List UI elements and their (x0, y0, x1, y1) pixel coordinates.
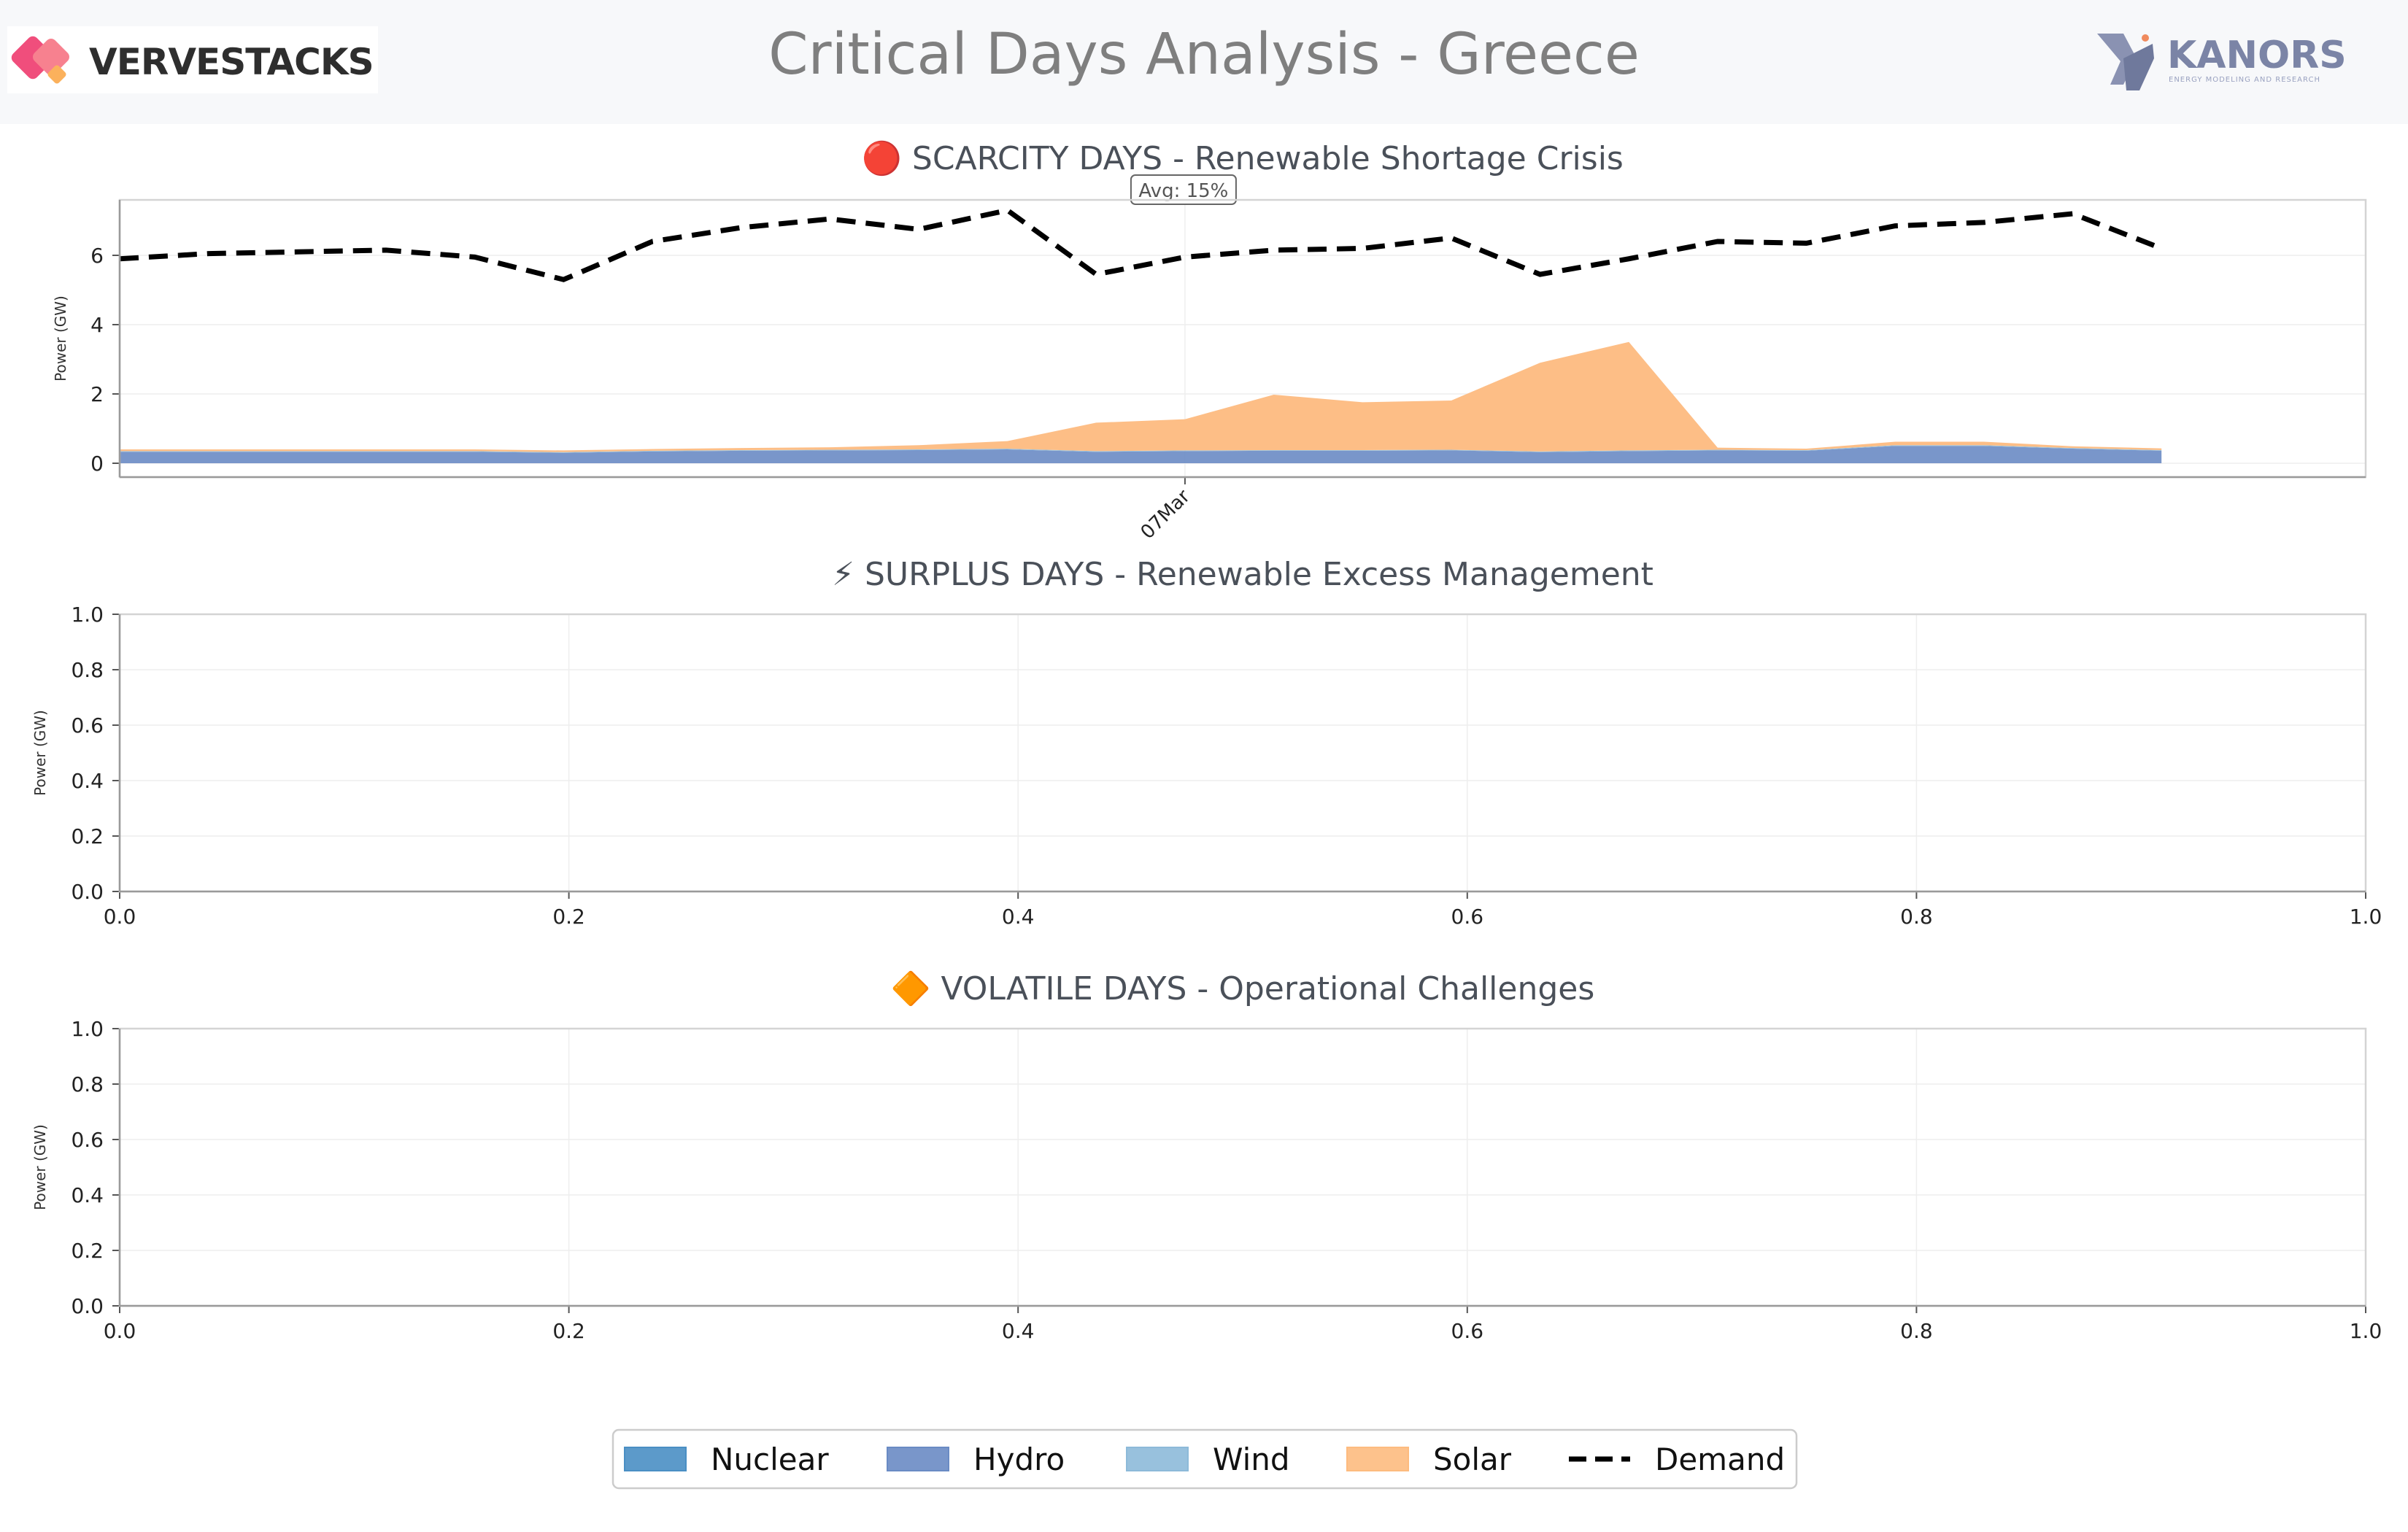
panel-3-ytick-label: 0.8 (71, 1072, 104, 1096)
panel-2-ylabel: Power (GW) (31, 710, 49, 796)
panel-2-xtick-label: 1.0 (2350, 905, 2382, 929)
legend-swatch-nuclear (624, 1447, 687, 1471)
kanors-logo-text: KANORS (2167, 34, 2347, 77)
panel-1-ytick-label: 0 (90, 452, 104, 476)
kanors-logo: KANORS ENERGY MODELING AND RESEARCH (2094, 29, 2357, 95)
panel-2-title: ⚡ SURPLUS DAYS - Renewable Excess Manage… (832, 556, 1653, 593)
panel-2-ytick-label: 0.0 (71, 880, 104, 904)
panel-1-ytick-label: 4 (90, 313, 104, 337)
panel-1-area-solar (120, 341, 2162, 452)
vervestacks-logo-text: VERVESTACKS (89, 41, 374, 83)
panel-3-xtick-label: 0.4 (1002, 1319, 1035, 1343)
panel-3-xtick-label: 0.0 (104, 1319, 136, 1343)
panel-1-ytick-label: 2 (90, 382, 104, 406)
kanors-logo-icon (2097, 34, 2154, 90)
panel-1-annotation-box (1130, 174, 1237, 205)
panel-3-ytick-label: 0.4 (71, 1183, 104, 1207)
legend-label-wind: Wind (1213, 1442, 1290, 1477)
panel-1-demand-line (119, 207, 2163, 282)
panel-1-ytick-label: 6 (90, 244, 104, 268)
panel-3-xtick-label: 1.0 (2350, 1319, 2382, 1343)
legend-box (611, 1428, 1798, 1490)
legend-swatch-hydro (887, 1447, 949, 1471)
panel-1-area-wind (120, 445, 2162, 453)
panel-3-xtick-label: 0.6 (1451, 1319, 1484, 1343)
panel-2-xtick-label: 0.0 (104, 905, 136, 929)
kanors-logo-subtext: ENERGY MODELING AND RESEARCH (2169, 76, 2320, 84)
panel-2-ytick-label: 0.6 (71, 713, 104, 738)
panel-3-frame (118, 1027, 2367, 1307)
panel-1-annotation-text: Avg: 15% (1138, 180, 1228, 202)
panel-2-xtick-label: 0.2 (552, 905, 585, 929)
legend-label-solar: Solar (1433, 1442, 1512, 1477)
panel-2-ytick-label: 0.4 (71, 769, 104, 793)
legend-swatch-solar (1346, 1447, 1409, 1471)
legend-label-hydro: Hydro (973, 1442, 1065, 1477)
panel-1-xtick-label: 07Mar (1137, 486, 1195, 544)
panel-2-ytick-label: 1.0 (71, 603, 104, 627)
panel-2-xtick-label: 0.6 (1451, 905, 1484, 929)
panel-3-title: 🔶 VOLATILE DAYS - Operational Challenges (891, 970, 1595, 1007)
panel-3-xtick-label: 0.8 (1900, 1319, 1933, 1343)
panel-1-title: 🔴 SCARCITY DAYS - Renewable Shortage Cri… (862, 140, 1624, 177)
vervestacks-logo-icon (11, 36, 69, 84)
header-bar: VERVESTACKS Critical Days Analysis - Gre… (0, 0, 2408, 124)
panel-2-xtick-label: 0.8 (1900, 905, 1933, 929)
legend-swatch-wind (1126, 1447, 1189, 1471)
vervestacks-logo: VERVESTACKS (7, 26, 378, 93)
legend-label-demand: Demand (1655, 1442, 1785, 1477)
panel-3-ytick-label: 0.2 (71, 1239, 104, 1263)
panel-2-ytick-label: 0.2 (71, 824, 104, 848)
panel-2-frame (118, 613, 2367, 893)
panel-3-ylabel: Power (GW) (31, 1124, 49, 1210)
panel-3-ytick-label: 1.0 (71, 1017, 104, 1041)
legend-label-nuclear: Nuclear (711, 1442, 829, 1477)
panel-2-ytick-label: 0.8 (71, 658, 104, 682)
panel-3-ytick-label: 0.0 (71, 1294, 104, 1318)
panel-3-xtick-label: 0.2 (552, 1319, 585, 1343)
page-title: Critical Days Analysis - Greece (768, 22, 1640, 88)
panel-1-area-hydro (120, 446, 2162, 463)
panel-1-ylabel: Power (GW) (52, 295, 69, 382)
panel-2-xtick-label: 0.4 (1002, 905, 1035, 929)
panel-3-ytick-label: 0.6 (71, 1128, 104, 1152)
